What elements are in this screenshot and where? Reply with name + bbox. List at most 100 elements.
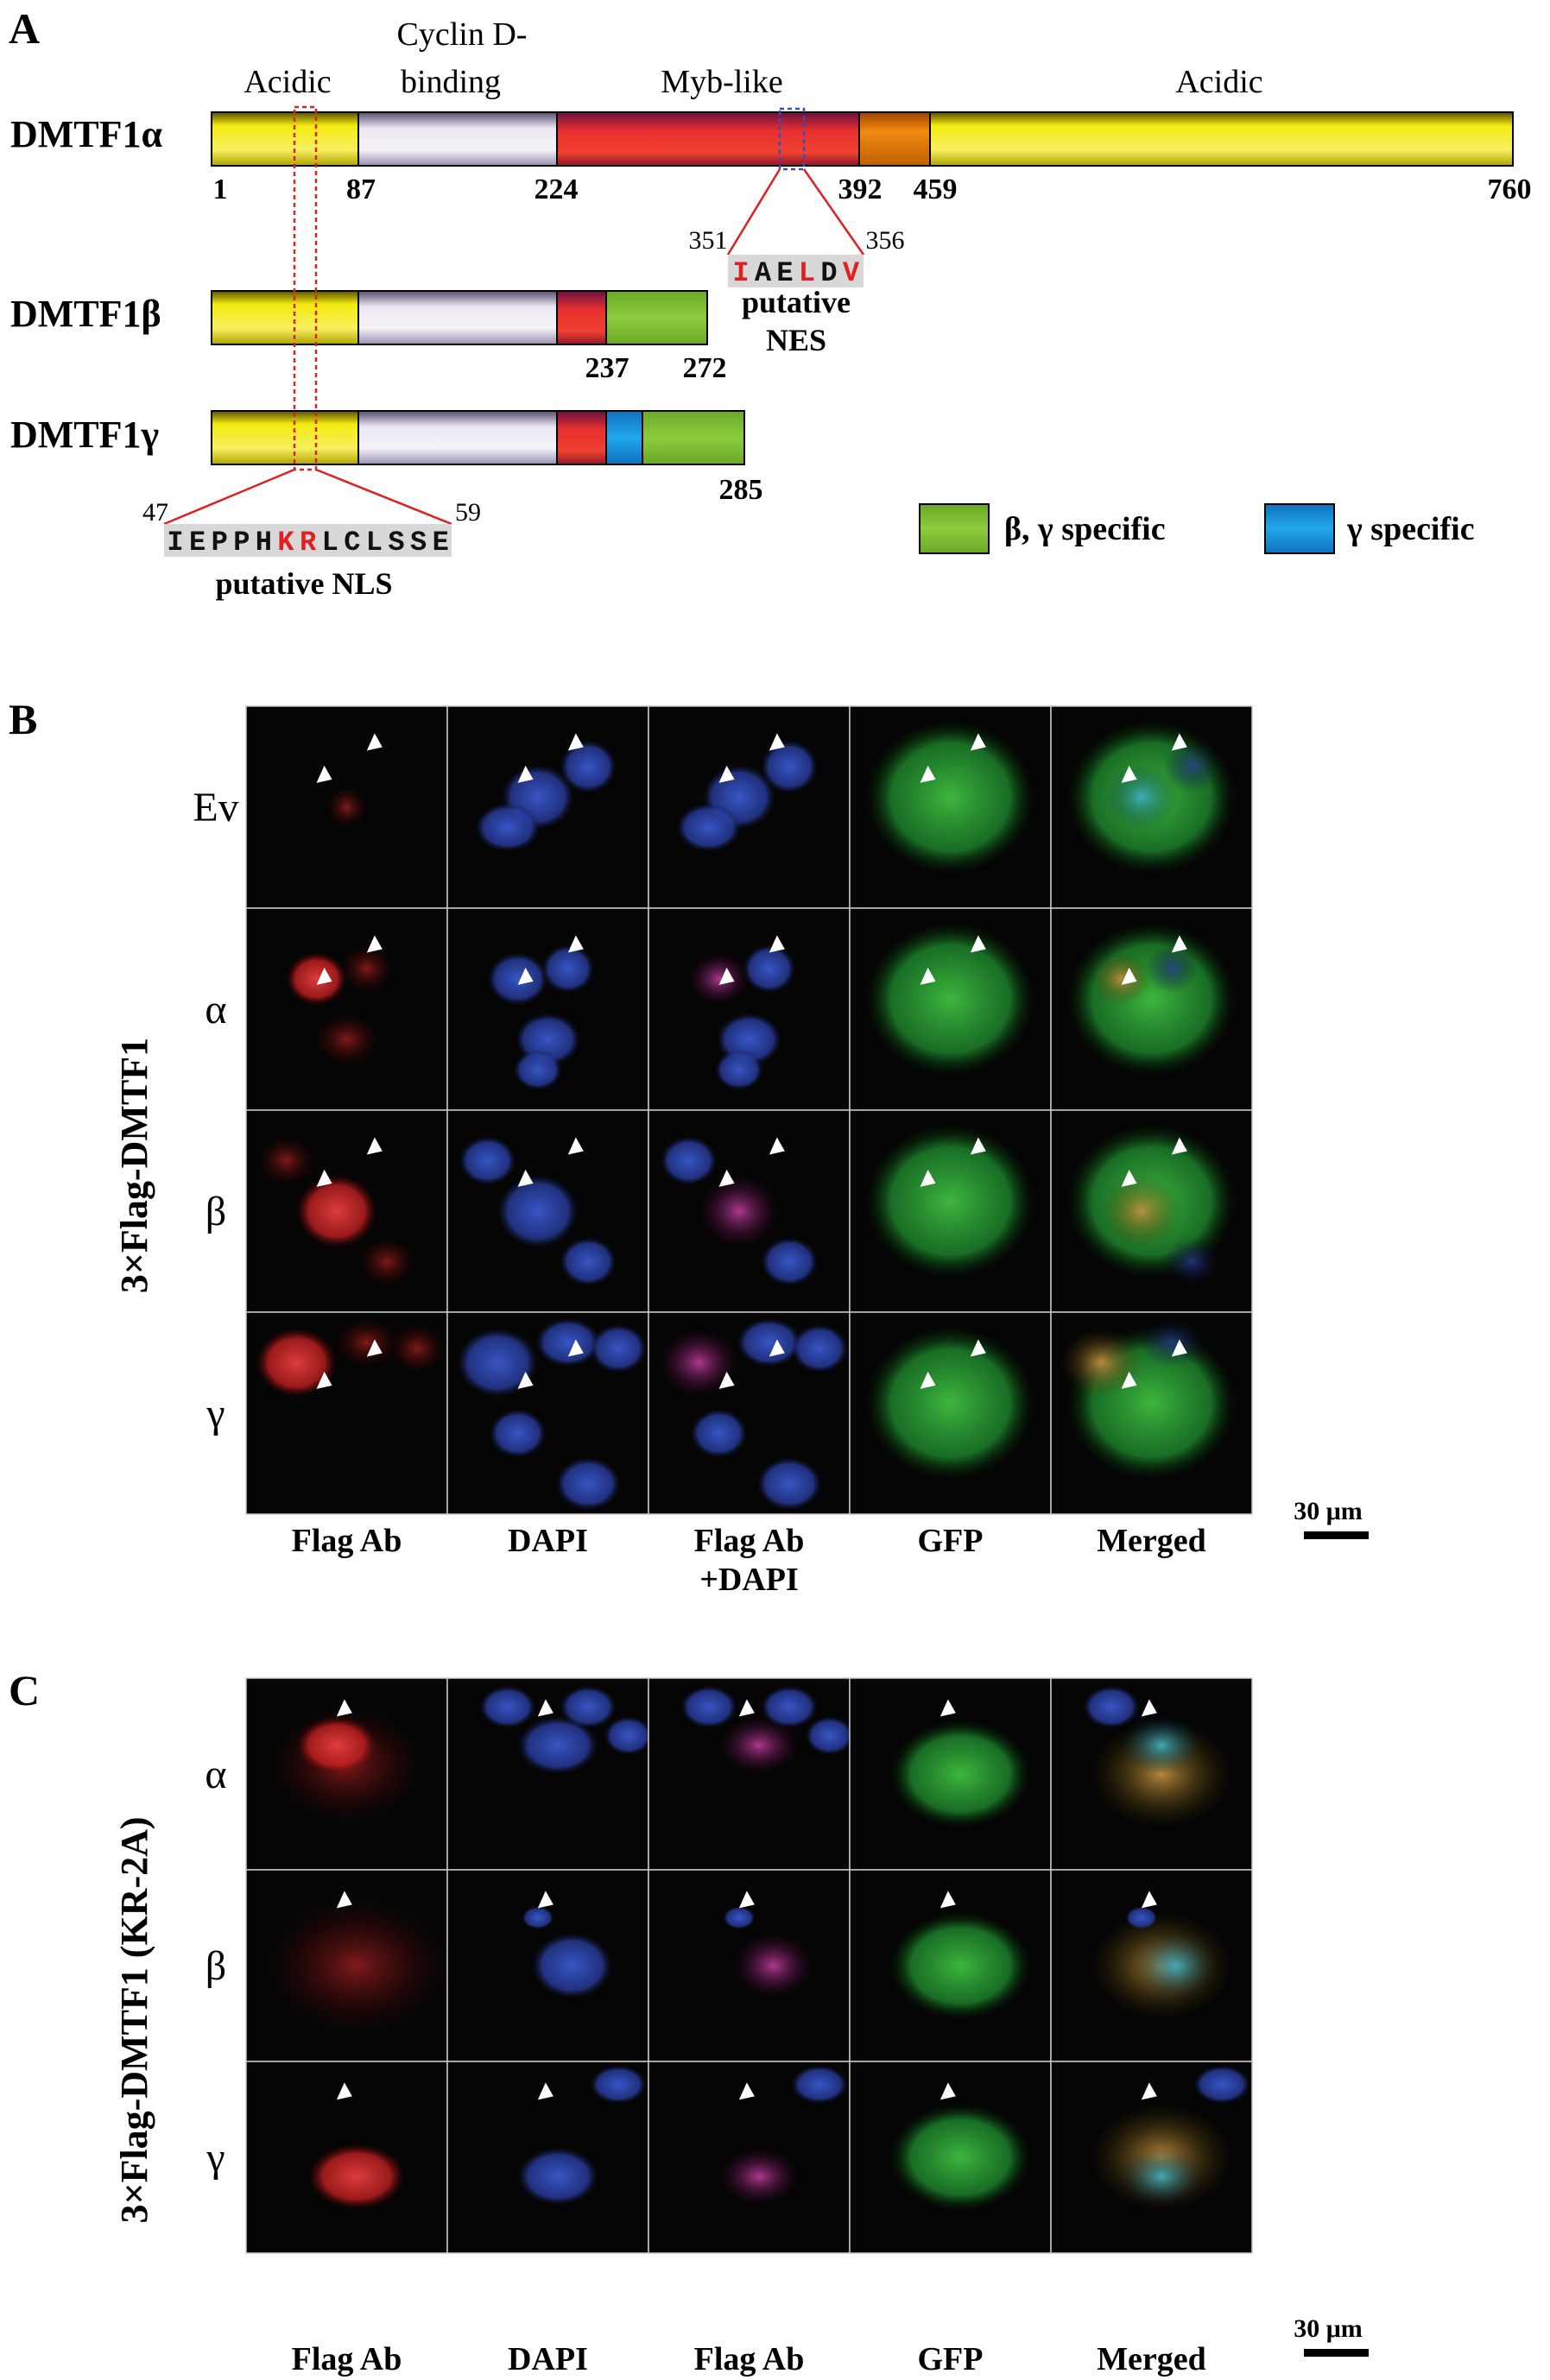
alpha-pos-459: 459 [914,174,958,205]
cell-signal [308,2143,406,2209]
alpha-pos-392: 392 [838,174,883,205]
cell-signal [489,1409,547,1458]
alpha-pos-1: 1 [213,174,228,205]
cell-signal [1121,1716,1202,1774]
arrowhead-marker [1141,1699,1157,1717]
cell-signal [256,1328,337,1398]
arrowhead-marker [517,765,534,783]
cell-signal [334,1318,400,1367]
gamma-acidic-domain [211,410,359,465]
arrowhead-marker [366,1137,383,1155]
legend-beta-gamma-label: β, γ specific [1004,511,1166,547]
domain-label-cyclin-line1: Cyclin D- [397,16,528,53]
legend: β, γ specific γ specific [919,503,1475,554]
cell-signal [296,1174,377,1248]
alpha-myb-domain [556,111,860,167]
panel-c: C 3×Flag-DMTF1 (KR-2A) α β γ Flag Ab DAPI Fl… [9,1666,1369,2377]
micrograph-b-flag [245,705,448,909]
gamma-beta-gamma-domain [642,410,745,465]
alpha-pos-87: 87 [346,174,376,205]
arrowhead-marker [336,1699,352,1717]
cell-signal [340,944,394,994]
cell-signal [743,944,796,994]
arrowhead-marker [939,1699,956,1717]
micrograph-b-dapi [446,1109,649,1313]
nls-residue: C [344,527,360,559]
cell-signal [358,1237,415,1286]
nes-residue: A [755,257,772,289]
arrowhead-marker [1121,1371,1137,1389]
arrowhead-marker [920,1169,936,1187]
arrowhead-marker [1171,733,1187,751]
cell-signal [1193,2065,1250,2104]
cell-signal [475,803,541,852]
cell-signal [1060,1328,1142,1398]
nls-residue: I [167,527,183,559]
cell-signal [590,1324,647,1373]
micrograph-background [246,908,447,1110]
cell-signal [889,2103,1031,2212]
micrograph-b-dapi [446,705,649,909]
legend-beta-gamma-swatch [919,503,990,554]
gamma-cyclin-domain [357,410,558,465]
alpha-pos-760: 760 [1488,174,1532,205]
arrowhead-marker [316,967,332,985]
panel-c-row-label: β [206,1943,226,1989]
micrograph-b-flag [245,907,448,1111]
cell-signal [865,1124,1035,1278]
micrograph-c-gfp [849,1869,1052,2062]
cell-signal [761,740,818,793]
arrowhead-marker [316,1169,332,1187]
arrowhead-marker [1121,1169,1137,1187]
isoform-alpha-name: DMTF1α [10,113,163,155]
arrowhead-marker [718,765,735,783]
cell-signal [1121,2147,1202,2206]
cell-signal [690,1409,748,1458]
cell-signal [314,1013,379,1066]
nes-zoom-line-left [726,168,781,256]
arrowhead-marker [769,733,785,751]
nls-residue: S [388,527,404,559]
panel-c-column-label: Flag Ab [292,2341,402,2377]
micrograph-b-flag-dapi [648,705,851,909]
panel-c-image-grid [245,1677,1253,2254]
isoform-alpha-bar [211,111,1514,167]
isoform-beta-bar [211,290,708,345]
micrograph-b-merged [1050,705,1253,909]
nls-residue: P [233,527,250,559]
arrowhead-marker [316,1371,332,1389]
alpha-acidic-n-domain [211,111,359,167]
cell-signal [560,1237,617,1286]
cell-signal [389,1324,446,1373]
panel-c-row-label: γ [206,2135,225,2181]
cell-signal [732,1933,814,1998]
isoform-beta-name: DMTF1β [10,293,161,335]
arrowhead-marker [769,935,785,953]
panel-b-column-label: GFP [918,1523,984,1559]
micrograph-b-flag [245,1109,448,1313]
panel-c-letter: C [9,1666,40,1714]
cell-signal [590,2065,647,2104]
cell-signal [889,1911,1031,2020]
nls-residue: L [322,527,338,559]
panel-b-row-label: γ [206,1391,225,1436]
panel-b-row-label: α [205,987,226,1032]
panel-c-column-label: Merged [1097,2341,1206,2377]
micrograph-c-flag-dapi [648,2061,851,2254]
panel-b-side-label: 3×Flag-DMTF1 [113,1038,155,1293]
micrograph-b-merged [1050,1109,1253,1313]
cell-signal [266,1898,447,2033]
cell-signal [286,952,347,1006]
micrograph-c-dapi [446,1869,649,2062]
panel-b-column-label: Flag Ab [292,1523,402,1559]
cell-signal [497,1174,579,1248]
panel-c-row-label: α [205,1752,226,1797]
domain-label-acidic-c: Acidic [1175,64,1262,100]
nes-residue: V [843,257,860,289]
arrowhead-marker [920,1371,936,1389]
micrograph-border [1050,2061,1253,2254]
cell-signal [791,1324,848,1373]
nes-residue: L [799,257,815,289]
